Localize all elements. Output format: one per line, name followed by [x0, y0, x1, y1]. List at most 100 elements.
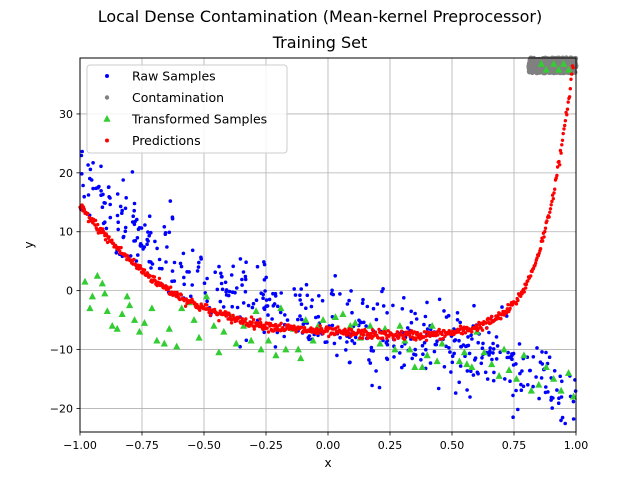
transformed-sample-point: [406, 345, 414, 353]
prediction-point: [559, 151, 563, 155]
raw-sample-point: [470, 337, 474, 341]
raw-sample-point: [444, 344, 448, 349]
prediction-point: [231, 313, 235, 318]
prediction-point: [397, 335, 401, 339]
raw-sample-point: [521, 384, 526, 389]
prediction-point: [563, 123, 567, 128]
raw-sample-point: [94, 186, 98, 191]
raw-sample-point: [425, 327, 430, 331]
raw-sample-point: [307, 334, 312, 338]
prediction-point: [560, 138, 565, 142]
transformed-sample-point: [396, 321, 404, 329]
prediction-point: [570, 72, 574, 76]
raw-sample-point: [304, 282, 309, 287]
chart-suptitle: Local Dense Contamination (Mean-kernel P…: [97, 7, 543, 26]
prediction-point: [557, 159, 561, 164]
raw-sample-point: [511, 393, 515, 398]
x-tick-label: 1.00: [564, 439, 589, 452]
raw-sample-point: [116, 227, 120, 232]
raw-sample-point: [391, 303, 395, 308]
raw-sample-point: [261, 296, 265, 301]
raw-sample-point: [547, 355, 552, 360]
raw-sample-point: [298, 314, 302, 318]
prediction-point: [212, 307, 217, 312]
raw-sample-point: [250, 305, 255, 310]
y-tick-label: 10: [59, 226, 73, 239]
raw-sample-point: [472, 303, 476, 308]
raw-sample-point: [124, 196, 128, 200]
raw-sample-point: [136, 253, 140, 257]
raw-sample-point: [455, 311, 460, 315]
raw-sample-point: [301, 322, 306, 326]
raw-sample-point: [243, 274, 248, 279]
raw-sample-point: [476, 371, 480, 376]
raw-sample-point: [172, 260, 177, 265]
prediction-point: [514, 302, 519, 306]
raw-sample-point: [298, 293, 302, 298]
raw-sample-point: [345, 302, 350, 306]
y-tick-label: −20: [50, 402, 73, 415]
prediction-point: [545, 219, 549, 223]
transformed-sample-point: [297, 354, 305, 362]
raw-sample-point: [235, 286, 239, 290]
prediction-point: [547, 215, 551, 219]
prediction-point: [155, 283, 159, 288]
raw-sample-point: [99, 193, 103, 197]
prediction-point: [565, 107, 570, 111]
prediction-point: [549, 203, 553, 207]
raw-sample-point: [182, 275, 186, 280]
raw-sample-point: [505, 355, 510, 360]
raw-sample-point: [500, 305, 504, 309]
raw-sample-point: [349, 289, 353, 293]
raw-sample-point: [91, 186, 95, 191]
raw-sample-point: [332, 341, 337, 346]
raw-sample-point: [448, 350, 452, 354]
raw-sample-point: [511, 415, 515, 420]
x-tick-label: 0.75: [502, 439, 527, 452]
raw-sample-point: [170, 279, 174, 284]
transformed-sample-point: [542, 65, 550, 73]
raw-sample-point: [371, 306, 376, 311]
raw-sample-point: [526, 383, 530, 387]
prediction-point: [402, 337, 407, 341]
prediction-point: [480, 328, 485, 332]
prediction-point: [96, 222, 100, 227]
prediction-point: [377, 327, 381, 332]
raw-sample-point: [229, 273, 234, 277]
prediction-point: [265, 326, 269, 330]
raw-sample-point: [170, 215, 175, 219]
transformed-sample-point: [98, 279, 106, 287]
raw-sample-point: [141, 247, 145, 251]
prediction-point: [251, 318, 256, 322]
raw-sample-point: [120, 208, 124, 213]
prediction-point: [176, 292, 180, 297]
transformed-sample-point: [550, 59, 558, 67]
raw-sample-point: [275, 304, 280, 309]
prediction-point: [279, 321, 283, 325]
transformed-sample-point: [140, 319, 149, 326]
raw-sample-point: [465, 388, 469, 392]
raw-sample-point: [491, 341, 495, 346]
transformed-sample-point: [240, 321, 248, 329]
raw-sample-point: [104, 226, 109, 231]
raw-sample-point: [219, 271, 223, 276]
legend-predictions-label: Predictions: [132, 133, 201, 148]
raw-sample-point: [420, 343, 425, 348]
raw-sample-point: [437, 297, 442, 302]
raw-sample-point: [563, 421, 567, 426]
raw-sample-point: [101, 221, 106, 226]
raw-sample-point: [458, 320, 463, 325]
contamination-point: [547, 65, 554, 71]
raw-sample-point: [88, 167, 93, 172]
prediction-point: [183, 304, 188, 308]
prediction-point: [441, 337, 445, 341]
prediction-point: [250, 320, 254, 325]
raw-sample-point: [428, 361, 433, 365]
transformed-sample-point: [309, 336, 317, 344]
raw-sample-point: [205, 276, 209, 281]
raw-sample-point: [457, 380, 462, 385]
transformed-sample-point: [210, 321, 218, 329]
raw-sample-point: [82, 194, 86, 199]
raw-sample-point: [307, 337, 311, 342]
prediction-point: [558, 163, 562, 167]
